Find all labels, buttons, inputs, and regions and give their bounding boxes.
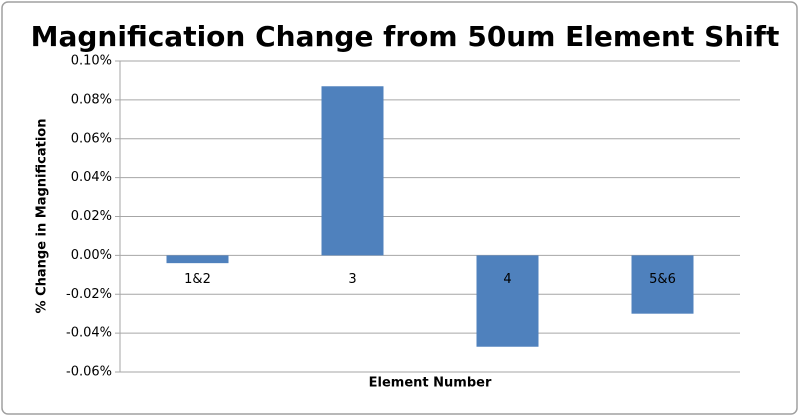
x-axis-title: Element Number <box>369 376 492 391</box>
bar <box>631 255 694 314</box>
bar <box>476 255 539 347</box>
x-tick-label: 5&6 <box>649 272 676 287</box>
chart-title: Magnification Change from 50um Element S… <box>31 20 780 53</box>
y-tick-label: 0.04% <box>71 170 112 185</box>
y-tick-label: -0.04% <box>66 326 112 341</box>
y-tick-label: 0.02% <box>71 209 112 224</box>
x-tick-label: 4 <box>503 272 511 287</box>
x-tick-label: 1&2 <box>184 272 211 287</box>
y-axis-title: % Change in Magnification <box>35 119 50 314</box>
y-tick-label: -0.02% <box>66 287 112 302</box>
x-tick-label: 3 <box>348 272 356 287</box>
bar <box>166 255 229 264</box>
y-tick-label: 0.00% <box>71 248 112 263</box>
y-tick-label: 0.06% <box>71 131 112 146</box>
y-tick-label: 0.10% <box>71 54 112 69</box>
y-tick-label: 0.08% <box>71 92 112 107</box>
y-tick-label: -0.06% <box>66 365 112 380</box>
bar <box>321 86 384 256</box>
